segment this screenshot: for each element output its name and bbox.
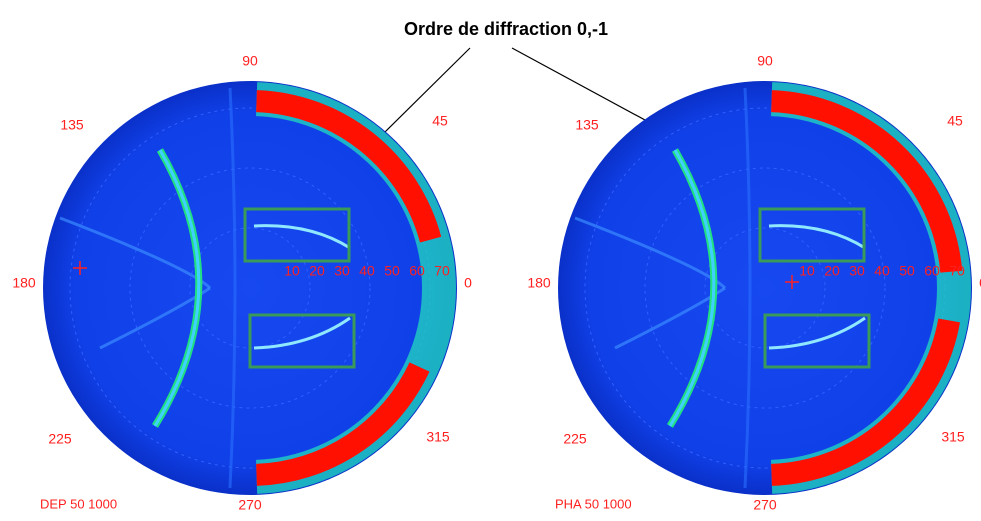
angle-label: 0 — [464, 275, 472, 291]
angle-label: 45 — [947, 113, 963, 129]
figure-title: Ordre de diffraction 0,-1 — [404, 19, 608, 39]
angle-label: 135 — [575, 117, 599, 133]
red-band — [771, 90, 963, 273]
red-band — [256, 362, 430, 486]
highlight-box — [243, 207, 351, 263]
order-arc — [253, 224, 351, 250]
highlight-box — [758, 207, 866, 263]
center-cross — [785, 275, 799, 289]
angle-label: 90 — [242, 53, 258, 69]
angle-label: 45 — [432, 113, 448, 129]
plot-disc — [43, 81, 457, 495]
ring — [644, 167, 886, 409]
order-arc — [253, 316, 351, 350]
radial-label: 10 — [284, 263, 300, 279]
caption: DEP 50 1000 — [40, 496, 117, 511]
faint-arc — [614, 286, 726, 350]
polar-panel: 90 45 135 180 0 225 270 315 10 20 30 40 50 60 70 PHA 50… — [527, 53, 981, 513]
radial-label: 50 — [384, 263, 400, 279]
red-band — [256, 90, 442, 243]
plot-disc — [558, 81, 972, 495]
ring — [129, 167, 371, 409]
order-arc — [768, 224, 866, 250]
faint-arc — [59, 216, 212, 290]
faint-arc — [574, 216, 727, 290]
radial-label: 30 — [334, 263, 350, 279]
ring — [704, 227, 826, 349]
radial-label: 60 — [924, 263, 940, 279]
caption: PHA 50 1000 — [555, 496, 632, 511]
arc-cyan — [668, 149, 716, 427]
faint-arc — [228, 87, 237, 489]
angle-label: 270 — [753, 497, 777, 513]
arc-cyan — [153, 149, 201, 427]
radial-label: 50 — [899, 263, 915, 279]
polar-panel: 90 45 135 180 0 225 270 315 10 20 30 40 50 60 70 DEP 50… — [12, 53, 472, 513]
faint-arc — [99, 286, 211, 350]
faint-arc — [743, 87, 752, 489]
radial-label: 60 — [409, 263, 425, 279]
highlight-box — [248, 313, 356, 369]
radial-label: 70 — [434, 263, 450, 279]
angle-label: 90 — [757, 53, 773, 69]
angle-label: 225 — [48, 431, 72, 447]
ring — [189, 227, 311, 349]
angle-label: 0 — [979, 275, 981, 291]
highlight-box — [763, 313, 871, 369]
panels: 90 45 135 180 0 225 270 315 10 20 30 40 50 60 70 DEP 50… — [12, 53, 981, 513]
angle-label: 180 — [12, 275, 36, 291]
angle-label: 180 — [527, 275, 551, 291]
angle-label: 225 — [563, 431, 587, 447]
angle-label: 315 — [941, 429, 965, 445]
angle-label: 315 — [426, 429, 450, 445]
order-arc — [768, 316, 866, 350]
radial-label: 40 — [874, 263, 890, 279]
angle-label: 135 — [60, 117, 84, 133]
radial-label: 70 — [949, 263, 965, 279]
radial-label: 20 — [824, 263, 840, 279]
radial-label: 30 — [849, 263, 865, 279]
red-band — [771, 318, 960, 486]
angle-label: 270 — [238, 497, 262, 513]
radial-label: 20 — [309, 263, 325, 279]
radial-label: 40 — [359, 263, 375, 279]
radial-label: 10 — [799, 263, 815, 279]
center-cross — [73, 261, 87, 275]
